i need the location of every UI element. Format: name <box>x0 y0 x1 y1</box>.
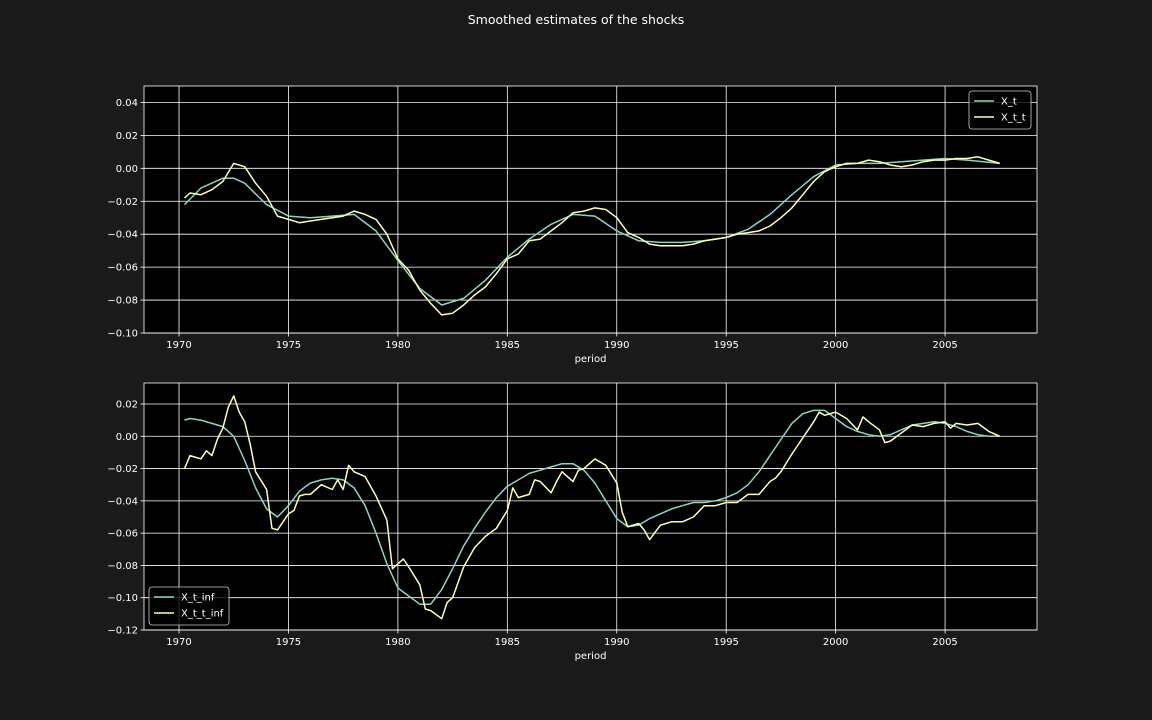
chart-1-x-tick-label: 1975 <box>276 637 301 648</box>
chart-1-y-tick-label: −0.04 <box>107 496 138 507</box>
chart-1-series-x-t-inf-line <box>184 409 1000 605</box>
chart-1-x-tick-label: 1985 <box>495 637 520 648</box>
chart-1-x-tick-label: 1970 <box>166 637 191 648</box>
chart-0-x-tick-label: 2000 <box>823 340 848 351</box>
chart-1-legend-label: X_t_t_inf <box>181 609 224 620</box>
chart-1-y-tick-label: 0.00 <box>116 432 138 443</box>
chart-1-legend-label: X_t_inf <box>181 593 215 604</box>
figure-title: Smoothed estimates of the shocks <box>468 12 685 27</box>
chart-0-y-tick-label: 0.02 <box>116 131 138 142</box>
chart-1-y-tick-label: −0.12 <box>107 626 138 637</box>
chart-1-x-tick-label: 1980 <box>385 637 410 648</box>
chart-0-y-tick-label: −0.02 <box>107 197 138 208</box>
chart-1-x-tick-label: 2000 <box>823 637 848 648</box>
chart-1-x-tick-label: 1995 <box>713 637 738 648</box>
chart-1-x-tick-label: 2005 <box>932 637 957 648</box>
chart-0-x-tick-label: 2005 <box>932 340 957 351</box>
chart-0-y-tick-label: −0.04 <box>107 230 138 241</box>
chart-0-x-tick-label: 1980 <box>385 340 410 351</box>
chart-0-x-tick-label: 1990 <box>604 340 629 351</box>
chart-0-x-tick-label: 1975 <box>276 340 301 351</box>
chart-0-y-tick-label: −0.08 <box>107 296 138 307</box>
chart-1-y-tick-label: −0.02 <box>107 464 138 475</box>
chart-1-axes-frame <box>143 382 1038 631</box>
bottom-subplot: 1970 1975 1980 1985 1990 1995 2000 2005 −0.12 −0.… <box>107 382 1038 662</box>
chart-1-y-tick-label: −0.08 <box>107 561 138 572</box>
chart-0-x-axis-label: period <box>575 354 607 365</box>
chart-0-y-tick-label: 0.04 <box>116 98 138 109</box>
chart-0-y-tick-label: −0.06 <box>107 263 138 274</box>
chart-1-y-tick-label: −0.06 <box>107 529 138 540</box>
chart-0-legend-label: X_t <box>1001 97 1017 108</box>
chart-0-x-tick-label: 1995 <box>713 340 738 351</box>
chart-1-x-tick-label: 1990 <box>604 637 629 648</box>
chart-1-y-tick-label: 0.02 <box>116 399 138 410</box>
chart-0-axes-frame <box>143 85 1038 334</box>
chart-1-x-axis-label: period <box>575 651 607 662</box>
chart-1-series-x-t-t-inf-line <box>183 395 1001 620</box>
chart-0-y-tick-label: −0.10 <box>107 329 138 340</box>
chart-0-series-x-t-t-line <box>183 156 1001 316</box>
chart-0-x-tick-label: 1985 <box>495 340 520 351</box>
chart-0-x-tick-label: 1970 <box>166 340 191 351</box>
chart-0-legend: X_t X_t_t <box>968 90 1032 130</box>
chart-0-legend-label: X_t_t <box>1001 113 1026 124</box>
chart-1-plot-area <box>144 383 1037 630</box>
chart-0-y-tick-label: 0.00 <box>116 164 138 175</box>
top-subplot: 1970 1975 1980 1985 1990 1995 2000 2005 −0.10 −0.… <box>107 85 1038 365</box>
chart-1-y-tick-label: −0.10 <box>107 593 138 604</box>
chart-1-legend: X_t_inf X_t_t_inf <box>148 586 230 626</box>
